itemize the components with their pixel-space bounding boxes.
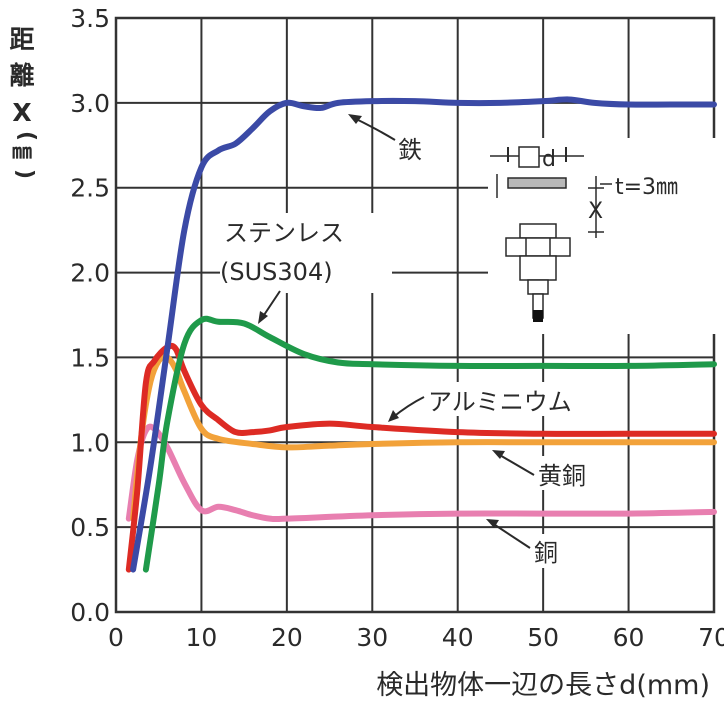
y-tick-label: 3.0	[70, 89, 110, 118]
y-tick-label: 1.5	[70, 343, 110, 372]
x-tick-label: 0	[108, 623, 124, 652]
t-label: t=3㎜	[615, 175, 678, 200]
d-label: d	[542, 147, 556, 172]
target-plate	[507, 177, 567, 189]
y-tick-label: 1.0	[70, 428, 110, 457]
brass-arrow-head	[492, 450, 505, 459]
x-tick-label: 50	[527, 623, 559, 652]
x-tick-label: 70	[698, 623, 724, 652]
sensor-neck	[527, 279, 549, 295]
y-tick-label: 2.0	[70, 259, 110, 288]
sensor-diagram: d t=3㎜ X	[488, 138, 716, 334]
sensor-head	[519, 223, 557, 239]
x-tick-label: 30	[356, 623, 388, 652]
aluminum-label-bg	[426, 382, 608, 416]
annotations: 鉄 ステンレス (SUS304) アルミニウム 黄銅 銅	[220, 114, 608, 568]
iron-label: 鉄	[398, 136, 422, 164]
sensor-nut	[505, 237, 571, 257]
series-line-0	[130, 96, 717, 573]
aluminum-arrow	[391, 396, 425, 419]
x-tick-label: 10	[186, 623, 218, 652]
x-tick-label: 60	[613, 623, 645, 652]
x-tick-label: 20	[271, 623, 303, 652]
y-tick-label: 3.5	[70, 4, 110, 33]
x-axis-label: 検出物体一辺の長さd(mm)	[376, 670, 710, 701]
series-line-2	[125, 342, 717, 573]
y-tick-label: 2.5	[70, 174, 110, 203]
iron-arrow-head	[348, 114, 362, 124]
y-label-char-1: 距	[9, 25, 34, 54]
tick-labels: 0 10 20 30 40 50 60 70 0.0 0.5 1.0 1.5 2.0 2.5 3.0 3.5	[70, 4, 724, 652]
copper-arrow-head	[486, 519, 499, 528]
brass-arrow	[497, 453, 535, 476]
x-label: X	[588, 199, 603, 224]
brass-label: 黄銅	[538, 462, 586, 490]
y-label-paren-open: (	[14, 131, 39, 141]
y-axis-label: 距 離 X ( ㎜ )	[9, 25, 39, 179]
series-line-1	[142, 315, 717, 573]
series-line-3	[130, 353, 717, 522]
series-group	[125, 96, 717, 573]
y-tick-label: 0.0	[70, 598, 110, 627]
t-label-bg	[612, 170, 716, 200]
stainless-arrow-head	[258, 311, 268, 324]
aluminum-label: アルミニウム	[428, 388, 572, 416]
copper-label: 銅	[534, 539, 558, 567]
y-label-char-2: 離	[9, 61, 34, 90]
copper-arrow	[491, 522, 531, 549]
y-tick-label: 0.5	[70, 513, 110, 542]
x-tick-label: 40	[442, 623, 474, 652]
stainless-arrow	[261, 290, 281, 319]
sensor-body	[519, 255, 557, 281]
stainless-label-bg	[220, 213, 392, 293]
stainless-label: ステンレス	[224, 219, 344, 247]
sensor-cable-end	[533, 310, 543, 322]
brass-label-bg	[536, 456, 602, 490]
aluminum-arrow-head	[388, 410, 399, 422]
target-square-icon	[518, 146, 540, 168]
y-label-char-3: X	[12, 98, 31, 127]
y-label-char-4: ㎜	[12, 139, 32, 163]
stainless-sub-label: (SUS304)	[220, 258, 333, 286]
y-label-paren-close: )	[12, 169, 37, 179]
copper-label-bg	[532, 534, 568, 568]
